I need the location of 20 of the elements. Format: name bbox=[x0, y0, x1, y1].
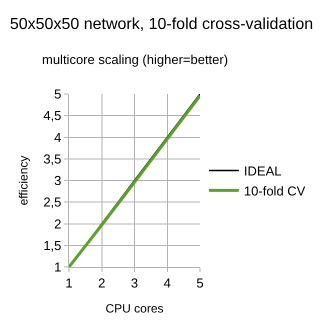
y-tick-label: 4 bbox=[54, 130, 62, 145]
x-tick-label: 1 bbox=[65, 276, 73, 291]
legend-label: IDEAL bbox=[244, 164, 282, 179]
y-tick-label: 3,5 bbox=[43, 151, 62, 166]
y-tick-label: 1,5 bbox=[43, 238, 62, 253]
y-tick-label: 1 bbox=[54, 260, 62, 275]
x-tick-label: 4 bbox=[164, 276, 171, 291]
x-tick-label: 3 bbox=[130, 276, 138, 291]
chart-title: 50x50x50 network, 10-fold cross-validation bbox=[10, 16, 314, 34]
x-tick-label: 2 bbox=[98, 276, 106, 291]
y-axis-title: efficiency bbox=[16, 156, 31, 206]
y-tick-label: 5 bbox=[54, 86, 62, 102]
x-tick-label: 5 bbox=[196, 276, 204, 291]
chart-subtitle: multicore scaling (higher=better) bbox=[42, 52, 228, 67]
legend-label: 10-fold CV bbox=[244, 183, 306, 198]
y-tick-label: 2 bbox=[54, 216, 62, 232]
y-tick-label: 4,5 bbox=[43, 108, 62, 124]
x-axis-title: CPU cores bbox=[105, 302, 164, 316]
y-tick-label: 2,5 bbox=[43, 194, 62, 210]
y-tick-label: 3 bbox=[54, 173, 62, 188]
